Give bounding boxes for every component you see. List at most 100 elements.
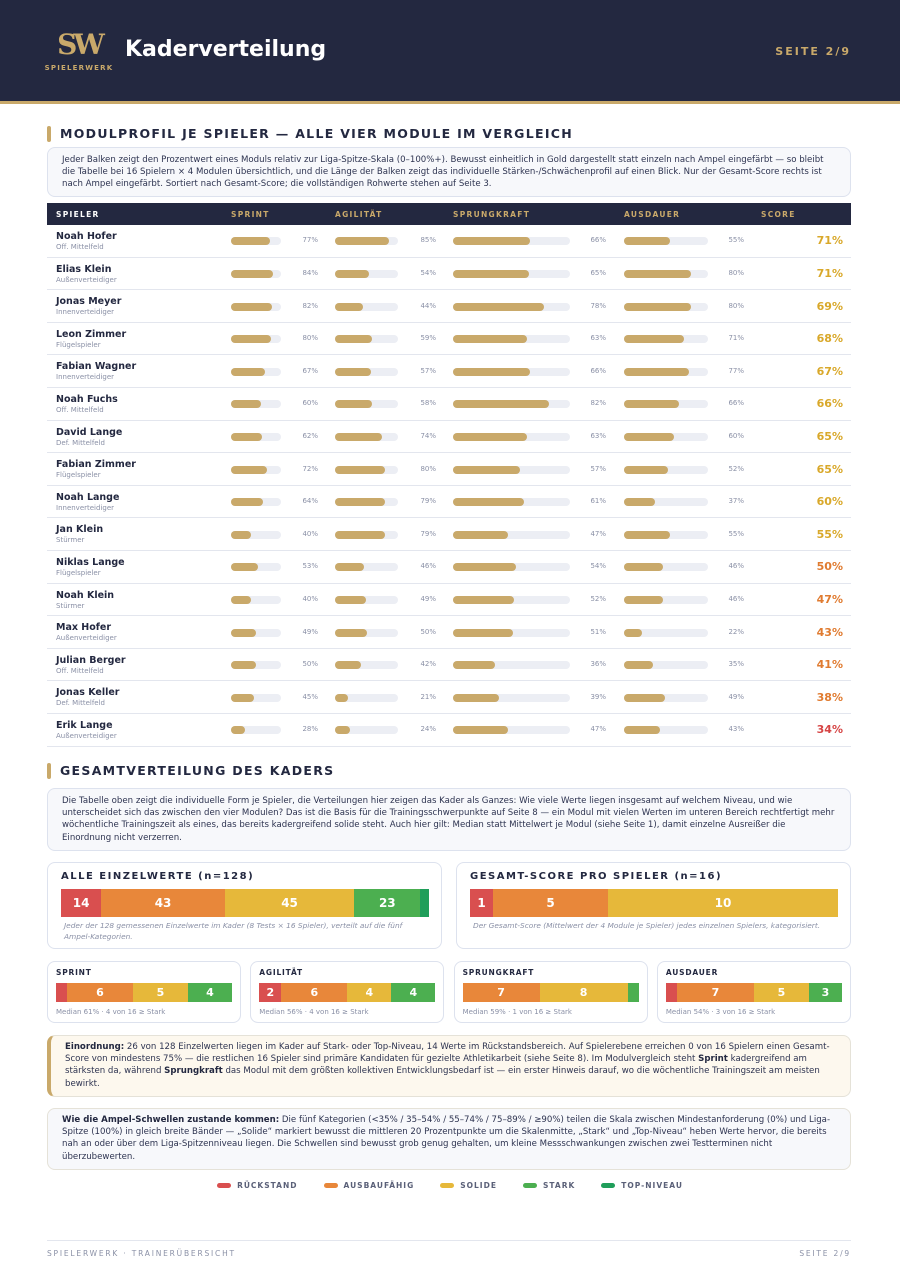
- value-label: 78%: [590, 301, 606, 310]
- value-label: 72%: [302, 464, 318, 473]
- stack-segment: [420, 889, 429, 917]
- bar: [335, 400, 372, 409]
- legend-label: TOP-NIVEAU: [621, 1181, 683, 1190]
- value-label: 40%: [302, 594, 318, 603]
- footer-left: SPIELERWERK · TRAINERÜBERSICHT: [47, 1249, 236, 1258]
- table-row: [47, 551, 851, 584]
- bar-track: [624, 661, 708, 670]
- bar-track: [231, 693, 281, 702]
- stack-segment: 10: [608, 889, 838, 917]
- player-name: Jonas Keller: [56, 687, 120, 699]
- value-label: 52%: [590, 594, 606, 603]
- bar: [624, 400, 680, 409]
- card-title: SPRINT: [56, 968, 92, 977]
- bar: [335, 563, 364, 572]
- table-row: [47, 518, 851, 551]
- value-label: 85%: [420, 236, 436, 245]
- bar-track: [231, 530, 281, 539]
- value-label: 47%: [590, 529, 606, 538]
- summary-card: [47, 862, 442, 949]
- player-name: David Lange: [56, 426, 123, 438]
- card-title: AGILITÄT: [259, 968, 303, 977]
- section-heading: GESAMTVERTEILUNG DES KADERS: [60, 763, 335, 778]
- player-role: Außenverteidiger: [56, 732, 117, 740]
- player-name: Noah Hofer: [56, 231, 117, 242]
- bar-track: [335, 661, 398, 670]
- bar: [453, 400, 549, 409]
- bar: [453, 302, 545, 311]
- player-name: Fabian Wagner: [56, 361, 137, 373]
- value-label: 80%: [728, 301, 744, 310]
- score: 60%: [816, 495, 843, 509]
- bar: [231, 563, 258, 572]
- value-label: 50%: [420, 627, 436, 636]
- value-label: 51%: [590, 627, 606, 636]
- bar: [453, 335, 527, 344]
- table-row: [47, 584, 851, 617]
- value-label: 47%: [590, 725, 606, 734]
- value-label: 80%: [728, 268, 744, 277]
- stack-segment: 4: [391, 983, 436, 1002]
- bar: [335, 302, 363, 311]
- value-label: 21%: [420, 692, 436, 701]
- score: 50%: [816, 560, 843, 574]
- player-name: Max Hofer: [56, 622, 112, 634]
- column-header: AUSDAUER: [624, 210, 681, 219]
- bar-track: [335, 628, 398, 637]
- card-title: AUSDAUER: [665, 968, 719, 977]
- bar: [624, 530, 671, 539]
- card-title: GESAMT-SCORE PRO SPIELER (n=16): [470, 871, 723, 882]
- bar: [453, 693, 499, 702]
- score: 69%: [816, 299, 843, 313]
- score: 47%: [816, 592, 843, 606]
- value-label: 77%: [302, 236, 318, 245]
- bar: [231, 628, 256, 637]
- table-row: [47, 421, 851, 454]
- bar: [624, 595, 663, 604]
- legend-swatch: [601, 1183, 616, 1188]
- bar: [453, 269, 530, 278]
- bar: [453, 563, 517, 572]
- value-label: 80%: [420, 464, 436, 473]
- value-label: 77%: [728, 366, 744, 375]
- info-text: Die Tabelle oben zeigt die individuelle …: [62, 796, 835, 843]
- table-header: [47, 203, 851, 225]
- value-label: 42%: [420, 660, 436, 669]
- bar: [624, 563, 663, 572]
- value-label: 40%: [302, 529, 318, 538]
- header-band: [0, 0, 900, 104]
- bar: [453, 628, 513, 637]
- bar: [335, 432, 382, 441]
- bar: [453, 661, 496, 670]
- bar-track: [624, 693, 708, 702]
- score: 65%: [816, 429, 843, 443]
- card-note: Median 61% · 4 von 16 ≥ Stark: [56, 1008, 166, 1016]
- table-row: [47, 290, 851, 323]
- legend-item: STARK: [522, 1181, 575, 1190]
- player-role: Flügelspieler: [56, 471, 101, 480]
- value-label: 54%: [590, 562, 606, 571]
- stack-segment: 2: [259, 983, 282, 1002]
- value-label: 55%: [728, 236, 744, 245]
- score: 55%: [816, 527, 843, 541]
- stack-segment: 7: [462, 983, 540, 1002]
- bar-track: [453, 693, 570, 702]
- value-label: 66%: [728, 399, 744, 408]
- card-note: Der Gesamt-Score (Mittelwert der 4 Modul…: [473, 921, 821, 930]
- player-role: Def. Mittelfeld: [56, 699, 105, 708]
- stack-segment: 6: [281, 983, 348, 1002]
- bar: [335, 693, 349, 702]
- player-role: Außenverteidiger: [56, 634, 117, 643]
- score: 43%: [816, 625, 843, 639]
- legend-swatch: [323, 1183, 338, 1188]
- value-label: 36%: [590, 660, 606, 669]
- value-label: 60%: [302, 399, 318, 408]
- stack-segment: [627, 983, 639, 1002]
- player-role: Off. Mittelfeld: [56, 666, 104, 675]
- value-label: 49%: [728, 692, 744, 701]
- legend-swatch: [440, 1183, 455, 1188]
- bar: [453, 367, 531, 376]
- stack-segment: 43: [101, 889, 225, 917]
- table-row: [47, 323, 851, 356]
